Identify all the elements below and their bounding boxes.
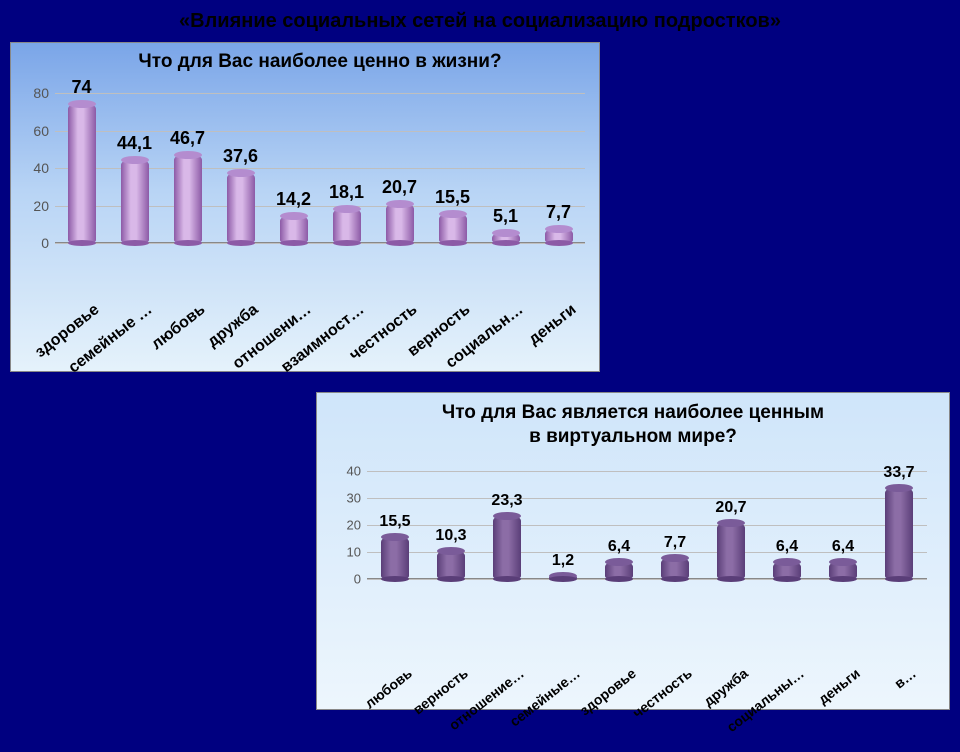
data-label: 5,1 — [493, 206, 518, 227]
bar — [439, 214, 467, 243]
bar — [280, 216, 308, 243]
y-axis-label: 10 — [347, 545, 361, 560]
chart-life-values: Что для Вас наиболее ценно в жизни? 0204… — [10, 42, 600, 372]
x-axis-label: в… — [814, 665, 918, 751]
data-label: 37,6 — [223, 146, 258, 167]
x-axis-label: любовь — [310, 665, 414, 751]
bar — [829, 562, 857, 579]
y-axis-label: 80 — [33, 85, 49, 101]
bar — [333, 209, 361, 243]
chart1-title: Что для Вас наиболее ценно в жизни? — [11, 43, 599, 73]
y-axis-label: 20 — [33, 198, 49, 214]
y-axis-label: 40 — [33, 160, 49, 176]
x-axis-label: деньги — [758, 665, 862, 751]
bar — [545, 229, 573, 243]
bar — [121, 160, 149, 243]
bar — [493, 516, 521, 579]
data-label: 15,5 — [435, 187, 470, 208]
bar — [492, 233, 520, 243]
bar — [68, 104, 96, 243]
x-axis-label: здоровье — [534, 665, 638, 751]
data-label: 33,7 — [883, 464, 914, 482]
data-label: 7,7 — [546, 202, 571, 223]
x-axis-label: отношение… — [422, 665, 526, 751]
bar — [717, 523, 745, 579]
bar — [386, 204, 414, 243]
chart-virtual-values: Что для Вас является наиболее ценнымв ви… — [316, 392, 950, 710]
y-axis-label: 20 — [347, 518, 361, 533]
gridline — [367, 525, 927, 526]
data-label: 74 — [71, 77, 91, 98]
data-label: 23,3 — [491, 492, 522, 510]
bar — [885, 488, 913, 579]
y-axis-label: 30 — [347, 491, 361, 506]
chart2-plot: 01020304015,5любовь10,3верность23,3отнош… — [367, 471, 927, 579]
data-label: 10,3 — [435, 527, 466, 545]
page-title: «Влияние социальных сетей на социализаци… — [0, 10, 960, 33]
x-axis-label: верность — [366, 665, 470, 751]
y-axis-label: 0 — [41, 235, 49, 251]
bar — [773, 562, 801, 579]
chart2-title: Что для Вас является наиболее ценнымв ви… — [317, 393, 949, 449]
y-axis-label: 0 — [354, 572, 361, 587]
chart1-plot: 02040608074здоровье44,1семейные …46,7люб… — [55, 93, 585, 243]
gridline — [55, 131, 585, 132]
gridline — [367, 498, 927, 499]
bar — [605, 562, 633, 579]
data-label: 18,1 — [329, 182, 364, 203]
data-label: 1,2 — [552, 552, 574, 570]
data-label: 6,4 — [832, 538, 854, 556]
data-label: 6,4 — [776, 538, 798, 556]
data-label: 7,7 — [664, 534, 686, 552]
x-axis-label: дружба — [646, 665, 750, 751]
data-label: 6,4 — [608, 538, 630, 556]
bar — [549, 576, 577, 579]
bar — [227, 173, 255, 244]
bar — [381, 537, 409, 579]
bar — [174, 155, 202, 243]
data-label: 15,5 — [379, 513, 410, 531]
bar — [661, 558, 689, 579]
x-axis-label: семейные… — [478, 665, 582, 751]
gridline — [367, 471, 927, 472]
x-axis-label: честность — [590, 665, 694, 751]
gridline — [55, 93, 585, 94]
bar — [437, 551, 465, 579]
data-label: 20,7 — [715, 499, 746, 517]
data-label: 44,1 — [117, 133, 152, 154]
y-axis-label: 40 — [347, 464, 361, 479]
data-label: 46,7 — [170, 128, 205, 149]
data-label: 20,7 — [382, 177, 417, 198]
y-axis-label: 60 — [33, 123, 49, 139]
x-axis-label: социальны… — [702, 665, 806, 751]
data-label: 14,2 — [276, 189, 311, 210]
